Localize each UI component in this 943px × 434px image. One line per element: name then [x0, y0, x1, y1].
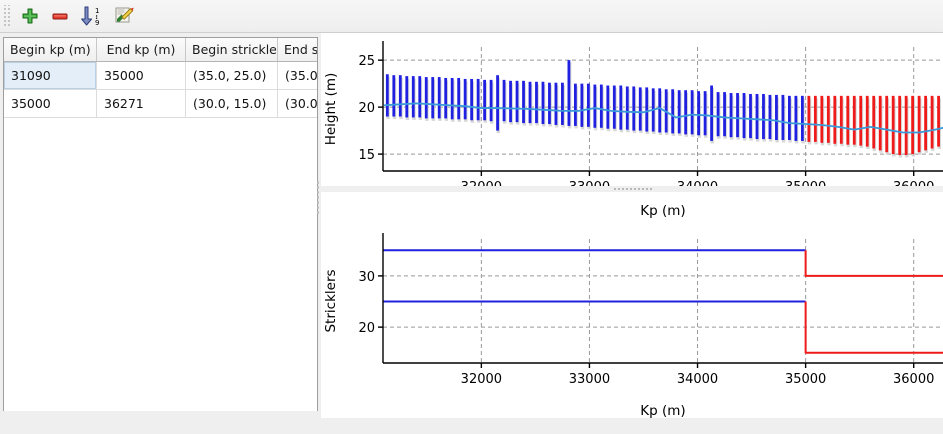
water-level-line: [384, 102, 943, 134]
x-axis-label: Kp (m): [640, 403, 685, 419]
segments-table-panel[interactable]: Begin kp (m) End kp (m) Begin strickle E…: [3, 37, 318, 413]
table-header-row: Begin kp (m) End kp (m) Begin strickle E…: [4, 38, 317, 62]
cell-begin-stricklers[interactable]: (30.0, 15.0): [185, 89, 278, 118]
sort-descending-icon: 1 9: [81, 6, 99, 27]
remove-row-button[interactable]: [45, 1, 75, 31]
svg-text:30: 30: [358, 270, 375, 285]
toolbar: 1 9: [0, 0, 943, 33]
svg-text:34000: 34000: [677, 372, 718, 387]
chartTop-svg: 1520253200033000340003500036000Kp (m)Hei…: [323, 41, 943, 219]
table-row[interactable]: 31090 35000 (35.0, 25.0) (35.0, 25.0): [4, 61, 317, 90]
edit-notes-button[interactable]: [109, 1, 139, 31]
chartBot-svg: 20 30 32000 33000 34000 35000 36000 Kp (m) Stric…: [323, 233, 943, 419]
cell-end-stricklers[interactable]: (30.0, 15.0): [277, 89, 317, 118]
strickler-upper-after: [804, 250, 943, 277]
column-header-begin-kp[interactable]: Begin kp (m): [4, 38, 97, 62]
edit-note-icon: [115, 7, 134, 23]
table-row[interactable]: 35000 36271 (30.0, 15.0) (30.0, 15.0): [4, 89, 317, 118]
svg-text:15: 15: [358, 148, 375, 163]
cell-begin-kp[interactable]: 35000: [4, 89, 97, 118]
cell-begin-kp[interactable]: 31090: [4, 61, 97, 90]
y-axis-label: Height (m): [323, 73, 339, 146]
svg-text:36000: 36000: [893, 372, 934, 387]
cell-end-stricklers[interactable]: (35.0, 25.0): [277, 61, 317, 90]
cell-end-kp[interactable]: 35000: [96, 61, 186, 90]
svg-text:35000: 35000: [785, 372, 826, 387]
x-axis-label: Kp (m): [640, 203, 685, 219]
column-header-end-stricklers[interactable]: End strickler: [277, 38, 317, 62]
stricklers-profile-chart[interactable]: 20 30 32000 33000 34000 35000 36000 Kp (m) Stric…: [321, 225, 943, 419]
cell-begin-stricklers[interactable]: (35.0, 25.0): [185, 61, 278, 90]
minus-icon: [52, 13, 68, 20]
toolbar-drag-handle[interactable]: [2, 5, 12, 27]
column-header-end-kp[interactable]: End kp (m): [96, 38, 186, 62]
segments-table: Begin kp (m) End kp (m) Begin strickle E…: [4, 38, 317, 118]
plus-icon: [22, 8, 38, 24]
svg-text:20: 20: [358, 101, 375, 116]
column-header-begin-stricklers[interactable]: Begin strickle: [185, 38, 278, 62]
svg-text:33000: 33000: [569, 372, 610, 387]
add-row-button[interactable]: [15, 1, 45, 31]
sort-bottom-label: 9: [95, 19, 99, 27]
cell-end-kp[interactable]: 36271: [96, 89, 186, 118]
strickler-lower-after: [804, 301, 943, 354]
sort-descending-button[interactable]: 1 9: [75, 1, 109, 31]
svg-text:20: 20: [358, 321, 375, 336]
bar-series: [385, 60, 941, 158]
charts-area: 15 20 25 32000 33000 34000 35000 36000 Kp (m) Hei…: [321, 33, 943, 434]
horizontal-splitter[interactable]: [321, 186, 943, 192]
svg-text:25: 25: [358, 54, 375, 69]
sort-top-label: 1: [95, 7, 99, 15]
y-axis-label: Stricklers: [323, 269, 339, 332]
svg-text:32000: 32000: [461, 372, 502, 387]
window-footer: [0, 418, 943, 434]
vertical-splitter-handle[interactable]: [316, 180, 321, 214]
horizontal-splitter-handle[interactable]: [613, 187, 653, 191]
